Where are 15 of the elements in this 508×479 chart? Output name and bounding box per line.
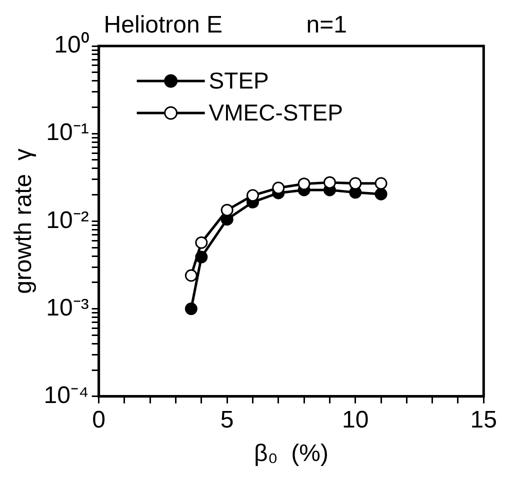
x-tick-label: 0 <box>92 406 106 434</box>
x-tick-label: 15 <box>470 406 498 434</box>
x-tick-label: 10 <box>342 406 369 434</box>
legend-label: VMEC-STEP <box>208 99 343 126</box>
legend-label: STEP <box>208 67 269 94</box>
y-tick-label: 10⁰ <box>54 32 89 59</box>
y-tick-label: 10⁻⁴ <box>44 382 89 410</box>
x-axis-title: β₀ (%) <box>254 440 328 468</box>
chart-title: Heliotron E <box>104 12 223 39</box>
y-axis-title: growth rate γ <box>10 148 38 294</box>
y-tick-label: 10⁻¹ <box>46 119 89 146</box>
y-tick-label: 10⁻³ <box>46 294 89 322</box>
text: n=1 <box>306 12 347 39</box>
x-tick-label: 5 <box>220 406 234 434</box>
y-tick-label: 10⁻² <box>46 206 89 234</box>
